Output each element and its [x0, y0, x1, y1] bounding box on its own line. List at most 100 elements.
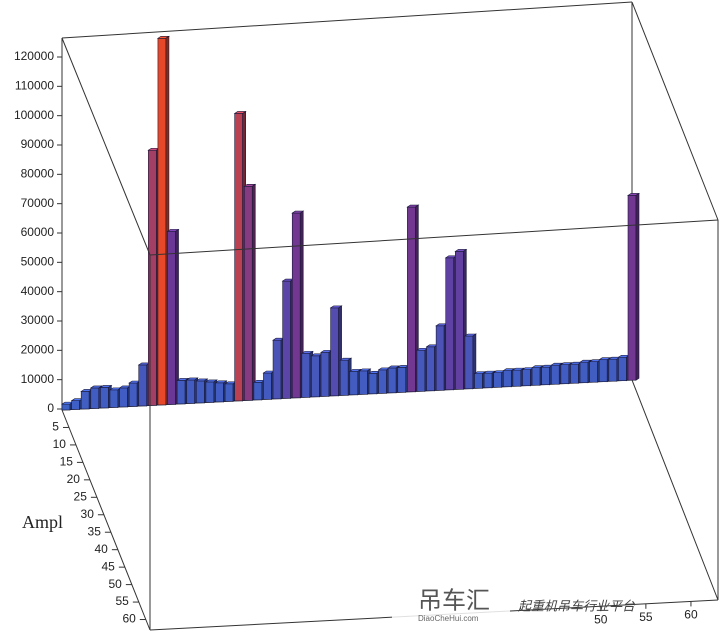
bar-front [282, 280, 291, 399]
bar-front [311, 355, 320, 398]
y-tick-label: 70000 [21, 196, 55, 210]
bar [166, 228, 180, 406]
y-tick-label: 80000 [21, 167, 55, 181]
bar-front [80, 391, 90, 410]
bar-front [128, 382, 138, 407]
bar-front [550, 364, 560, 385]
bar-front [100, 387, 109, 409]
bar-side [175, 228, 179, 406]
bar-front [416, 349, 426, 392]
bar-front [522, 369, 531, 387]
bar-front [119, 387, 128, 408]
bar-front [359, 370, 368, 395]
bar-front [560, 364, 570, 385]
z-tick-label: 45 [101, 559, 115, 573]
bar-front [71, 400, 80, 410]
bar-front [493, 372, 502, 388]
watermark-bg [392, 586, 510, 622]
bar [243, 183, 257, 401]
bar-front [407, 206, 416, 393]
bar-front [224, 383, 234, 402]
y-tick-label: 90000 [21, 137, 55, 151]
y-tick-label: 30000 [21, 313, 55, 327]
bar-front [263, 372, 272, 400]
bar-front [464, 335, 474, 390]
y-tick-label: 0 [47, 401, 54, 415]
bar-front [109, 389, 119, 408]
x-tick-label: 55 [639, 610, 653, 624]
bar [329, 305, 343, 397]
bar-front [455, 251, 464, 390]
bar-front [196, 380, 205, 404]
bar-front [167, 231, 176, 405]
bar-side [635, 192, 640, 381]
bar [406, 204, 420, 393]
bar-front [589, 361, 598, 383]
bar-front [157, 37, 167, 406]
z-tick-label: 15 [60, 455, 74, 469]
z-tick-label: 20 [67, 472, 81, 486]
bar-front [301, 353, 311, 398]
bar-side [251, 183, 256, 401]
bar-front [541, 366, 550, 386]
bar-front [531, 367, 541, 386]
z-tick-label: 50 [108, 577, 122, 591]
watermark-slogan: 起重机吊车行业平台 [518, 598, 636, 613]
z-tick-label: 40 [95, 542, 109, 556]
bar-front [598, 359, 608, 383]
bar-front [378, 369, 387, 394]
bar-front [234, 113, 243, 402]
bar-front [61, 403, 71, 411]
bar-front [579, 361, 589, 384]
y-tick-label: 40000 [21, 284, 55, 298]
y-tick-label: 110000 [15, 79, 54, 93]
bar-front [608, 358, 618, 382]
bar-front [512, 369, 522, 387]
bar-front [426, 346, 435, 392]
watermark-site: DiaoCheHui.com [418, 614, 479, 623]
bar-front [176, 380, 186, 405]
x-tick-label: 50 [594, 612, 608, 626]
bar-front [627, 195, 637, 381]
z-tick-label: 10 [53, 437, 67, 451]
bar-front [483, 372, 493, 389]
bar-front [272, 339, 282, 400]
bar-front [618, 356, 627, 382]
y-tick-label: 20000 [21, 343, 55, 357]
bar-front [291, 212, 301, 399]
bar-front [502, 370, 512, 388]
z-tick-label: 25 [74, 489, 88, 503]
bar-front [397, 367, 407, 393]
y-tick-label: 10000 [21, 372, 55, 386]
y-tick-label: 100000 [14, 108, 54, 122]
z-tick-label: 35 [88, 524, 102, 538]
bar-front [320, 352, 330, 397]
x-tick-label: 60 [684, 608, 698, 622]
bar-front [339, 359, 349, 396]
bar-front [368, 373, 378, 395]
bar-front [243, 185, 253, 401]
y-tick-label: 60000 [21, 225, 55, 239]
bar-front [330, 307, 339, 397]
watermark-logo: 吊车汇 [418, 587, 490, 614]
bar-front [90, 387, 100, 409]
bar-front [215, 382, 224, 403]
bar-front [570, 363, 579, 384]
bar-front [253, 382, 263, 401]
z-tick-label: 55 [115, 594, 129, 608]
y-tick-label: 50000 [21, 255, 55, 269]
z-tick-label: 5 [52, 420, 59, 434]
bar-front [186, 379, 196, 404]
bar-front [349, 371, 359, 396]
axis-label: Ampl [22, 512, 63, 532]
bar-front [445, 257, 455, 391]
y-tick-label: 120000 [14, 49, 54, 63]
bars [61, 35, 640, 411]
bar-front [474, 373, 483, 389]
z-tick-label: 60 [122, 612, 136, 626]
bar-front [205, 381, 215, 403]
bar-front [138, 364, 148, 407]
bar-front [387, 367, 397, 394]
bar [627, 192, 640, 381]
